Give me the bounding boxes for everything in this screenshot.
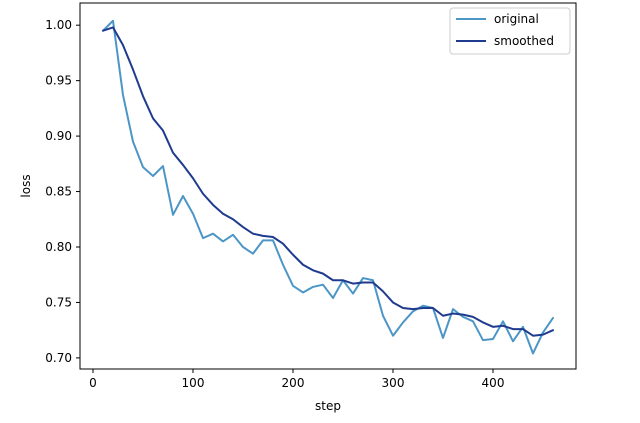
y-tick-label: 0.90 [45, 129, 72, 143]
y-tick-label: 1.00 [45, 18, 72, 32]
legend-label-original: original [494, 12, 539, 26]
y-axis-ticks: 0.70 0.75 0.80 0.85 0.90 0.95 1.00 [45, 18, 80, 365]
series-line-smoothed [102, 26, 554, 337]
y-tick-label: 0.75 [45, 295, 72, 309]
y-tick-label: 0.95 [45, 74, 72, 88]
x-tick-label: 100 [182, 376, 205, 390]
plot-frame [79, 2, 577, 370]
x-tick-label: 0 [89, 376, 97, 390]
legend: original smoothed [449, 7, 571, 55]
y-tick-label: 0.85 [45, 185, 72, 199]
legend-label-smoothed: smoothed [494, 34, 554, 48]
y-axis-label: loss [19, 174, 33, 197]
series-layer [102, 19, 554, 355]
x-axis-label: step [315, 399, 341, 413]
x-axis-ticks: 0 100 200 300 400 [89, 369, 504, 390]
x-tick-label: 400 [482, 376, 505, 390]
y-tick-label: 0.80 [45, 240, 72, 254]
y-tick-label: 0.70 [45, 351, 72, 365]
x-tick-label: 300 [382, 376, 405, 390]
x-tick-label: 200 [282, 376, 305, 390]
series-line-original [102, 19, 554, 355]
